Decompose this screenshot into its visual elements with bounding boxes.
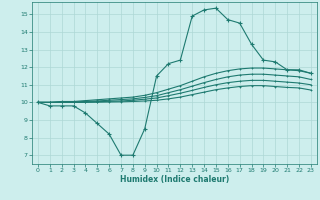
X-axis label: Humidex (Indice chaleur): Humidex (Indice chaleur) <box>120 175 229 184</box>
